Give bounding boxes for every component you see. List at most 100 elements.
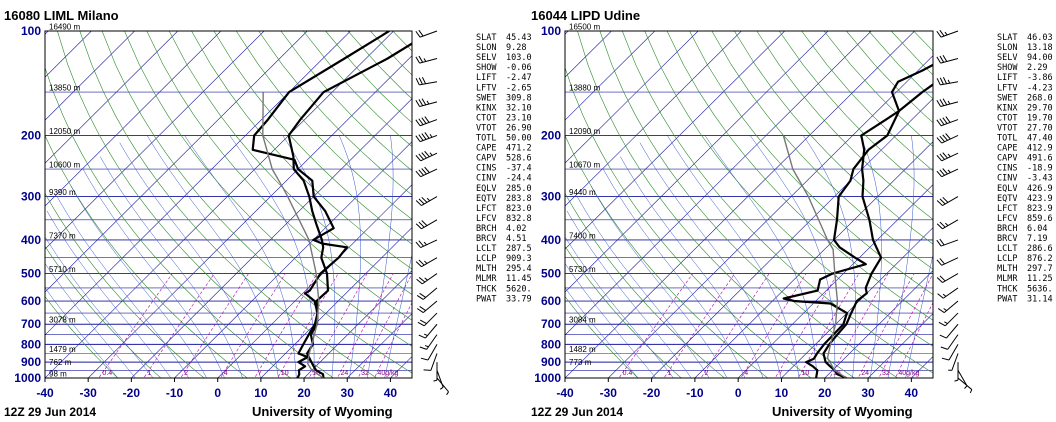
mixing-ratio-label: 0.4 xyxy=(102,370,112,377)
moist-adiabat-4 xyxy=(82,168,225,378)
index-name: LCLP xyxy=(476,254,496,264)
wind-barb xyxy=(936,238,959,247)
dewpoint-profile-line xyxy=(251,31,390,378)
wind-barb-feather xyxy=(942,168,948,175)
wind-barb-feather xyxy=(941,357,950,361)
wind-barb-feather xyxy=(421,168,427,175)
mixing-ratio-7 xyxy=(254,273,318,378)
index-name: SLAT xyxy=(997,33,1017,43)
moist-adiabat-24 xyxy=(229,135,315,378)
moist-adiabat--12 xyxy=(45,236,154,378)
index-name: LFCT xyxy=(997,204,1017,214)
wind-barb-feather xyxy=(939,221,946,228)
height-label: 10670 m xyxy=(569,161,600,170)
pressure-tick-label: 900 xyxy=(541,355,561,369)
height-label: 7400 m xyxy=(569,231,596,240)
index-name: SLON xyxy=(476,43,496,53)
wind-barb-feather xyxy=(416,308,424,314)
plot-frame xyxy=(44,30,413,379)
pressure-tick-label: 600 xyxy=(541,294,561,308)
wind-barb-feather xyxy=(424,132,430,139)
index-name: BRCV xyxy=(997,234,1017,244)
wind-barb-half-feather xyxy=(944,321,948,324)
dry-adiabat-250 xyxy=(45,296,119,378)
index-name: SWET xyxy=(476,93,496,103)
index-value: 47.40 xyxy=(1027,134,1053,144)
dry-adiabat-390 xyxy=(778,31,933,196)
height-label: 10600 m xyxy=(49,161,80,170)
index-value: 4.51 xyxy=(506,234,526,244)
mixing-ratio-label: 10 xyxy=(801,370,809,377)
index-name: THCK xyxy=(997,284,1018,294)
mixing-ratio-label: 32 xyxy=(361,370,369,377)
wind-barb xyxy=(415,98,438,107)
moist-adiabat-16 xyxy=(146,135,279,378)
wind-barb-feather xyxy=(942,76,948,84)
dry-adiabat-280 xyxy=(45,134,248,378)
wind-barb-feather xyxy=(939,29,945,37)
station-title: 16044 LIPD Udine xyxy=(531,8,640,23)
index-name: KINX xyxy=(476,103,497,113)
index-value: 7.19 xyxy=(1027,234,1047,244)
index-name: CTOT xyxy=(997,113,1017,123)
wind-barb xyxy=(415,219,438,230)
height-label: 3084 m xyxy=(569,316,596,325)
moist-adiabat-20 xyxy=(704,135,818,378)
wind-barb-half-feather xyxy=(947,79,951,84)
dry-adiabat-310 xyxy=(79,31,378,378)
index-name: CTOT xyxy=(476,113,496,123)
mixing-ratio-2 xyxy=(180,273,249,378)
index-name: LFCV xyxy=(476,214,496,224)
wind-barb xyxy=(415,132,438,143)
dry-adiabat-370 xyxy=(734,31,933,245)
dry-adiabat-260 xyxy=(565,245,682,378)
mixing-ratio-2 xyxy=(700,273,770,378)
index-value: -24.4 xyxy=(506,174,532,184)
index-name: MLMR xyxy=(476,274,497,284)
mixing-ratio-1 xyxy=(663,273,736,378)
wind-barb xyxy=(416,300,438,314)
wind-barb xyxy=(419,334,438,350)
temperature-tick-label: 30 xyxy=(341,386,355,400)
index-name: CINV xyxy=(997,174,1017,184)
mixing-ratio-label: 0.4 xyxy=(623,370,633,377)
pressure-tick-label: 300 xyxy=(541,190,561,204)
moist-adiabat--12 xyxy=(565,236,674,378)
wind-barb xyxy=(415,150,438,162)
wind-barb xyxy=(936,219,959,230)
dry-adiabat-340 xyxy=(666,31,933,321)
isotherm-30 xyxy=(346,313,412,378)
wind-barb-staff xyxy=(957,377,973,390)
wind-barb-feather xyxy=(416,294,424,300)
height-label: 1482 m xyxy=(569,345,596,354)
wind-barb xyxy=(957,377,973,394)
moist-adiabat-12 xyxy=(119,142,261,378)
moist-adiabat-40 xyxy=(384,253,412,378)
index-name: VTOT xyxy=(997,123,1017,133)
wind-barb xyxy=(939,323,959,339)
wind-barb-feather xyxy=(418,240,424,247)
index-value: 26.90 xyxy=(506,123,532,133)
wind-barb-feather xyxy=(420,357,429,361)
wind-barb-feather xyxy=(936,78,941,86)
wind-barb-half-feather xyxy=(429,152,433,156)
isotherm-10 xyxy=(260,227,412,378)
index-name: TOTL xyxy=(476,134,496,144)
wind-barb-half-feather xyxy=(429,133,433,138)
wind-barb-half-feather xyxy=(426,100,430,105)
wind-barb-feather xyxy=(939,258,945,265)
height-label: 98 m xyxy=(49,370,67,379)
index-value: 285.0 xyxy=(506,184,532,194)
height-label: 7370 m xyxy=(49,231,76,240)
index-name: EQTV xyxy=(476,194,496,204)
wind-barb xyxy=(416,287,438,300)
wind-barb-feather xyxy=(421,76,427,84)
mixing-ratio-label: 1 xyxy=(147,370,151,377)
isotherm--50 xyxy=(565,31,872,336)
index-value: 832.8 xyxy=(506,214,532,224)
index-value: 19.70 xyxy=(1027,113,1053,123)
index-value: 287.5 xyxy=(506,244,532,254)
isotherm--20 xyxy=(131,98,412,378)
wind-barb-feather xyxy=(936,223,943,230)
mixing-ratio-label: 4 xyxy=(744,370,748,377)
